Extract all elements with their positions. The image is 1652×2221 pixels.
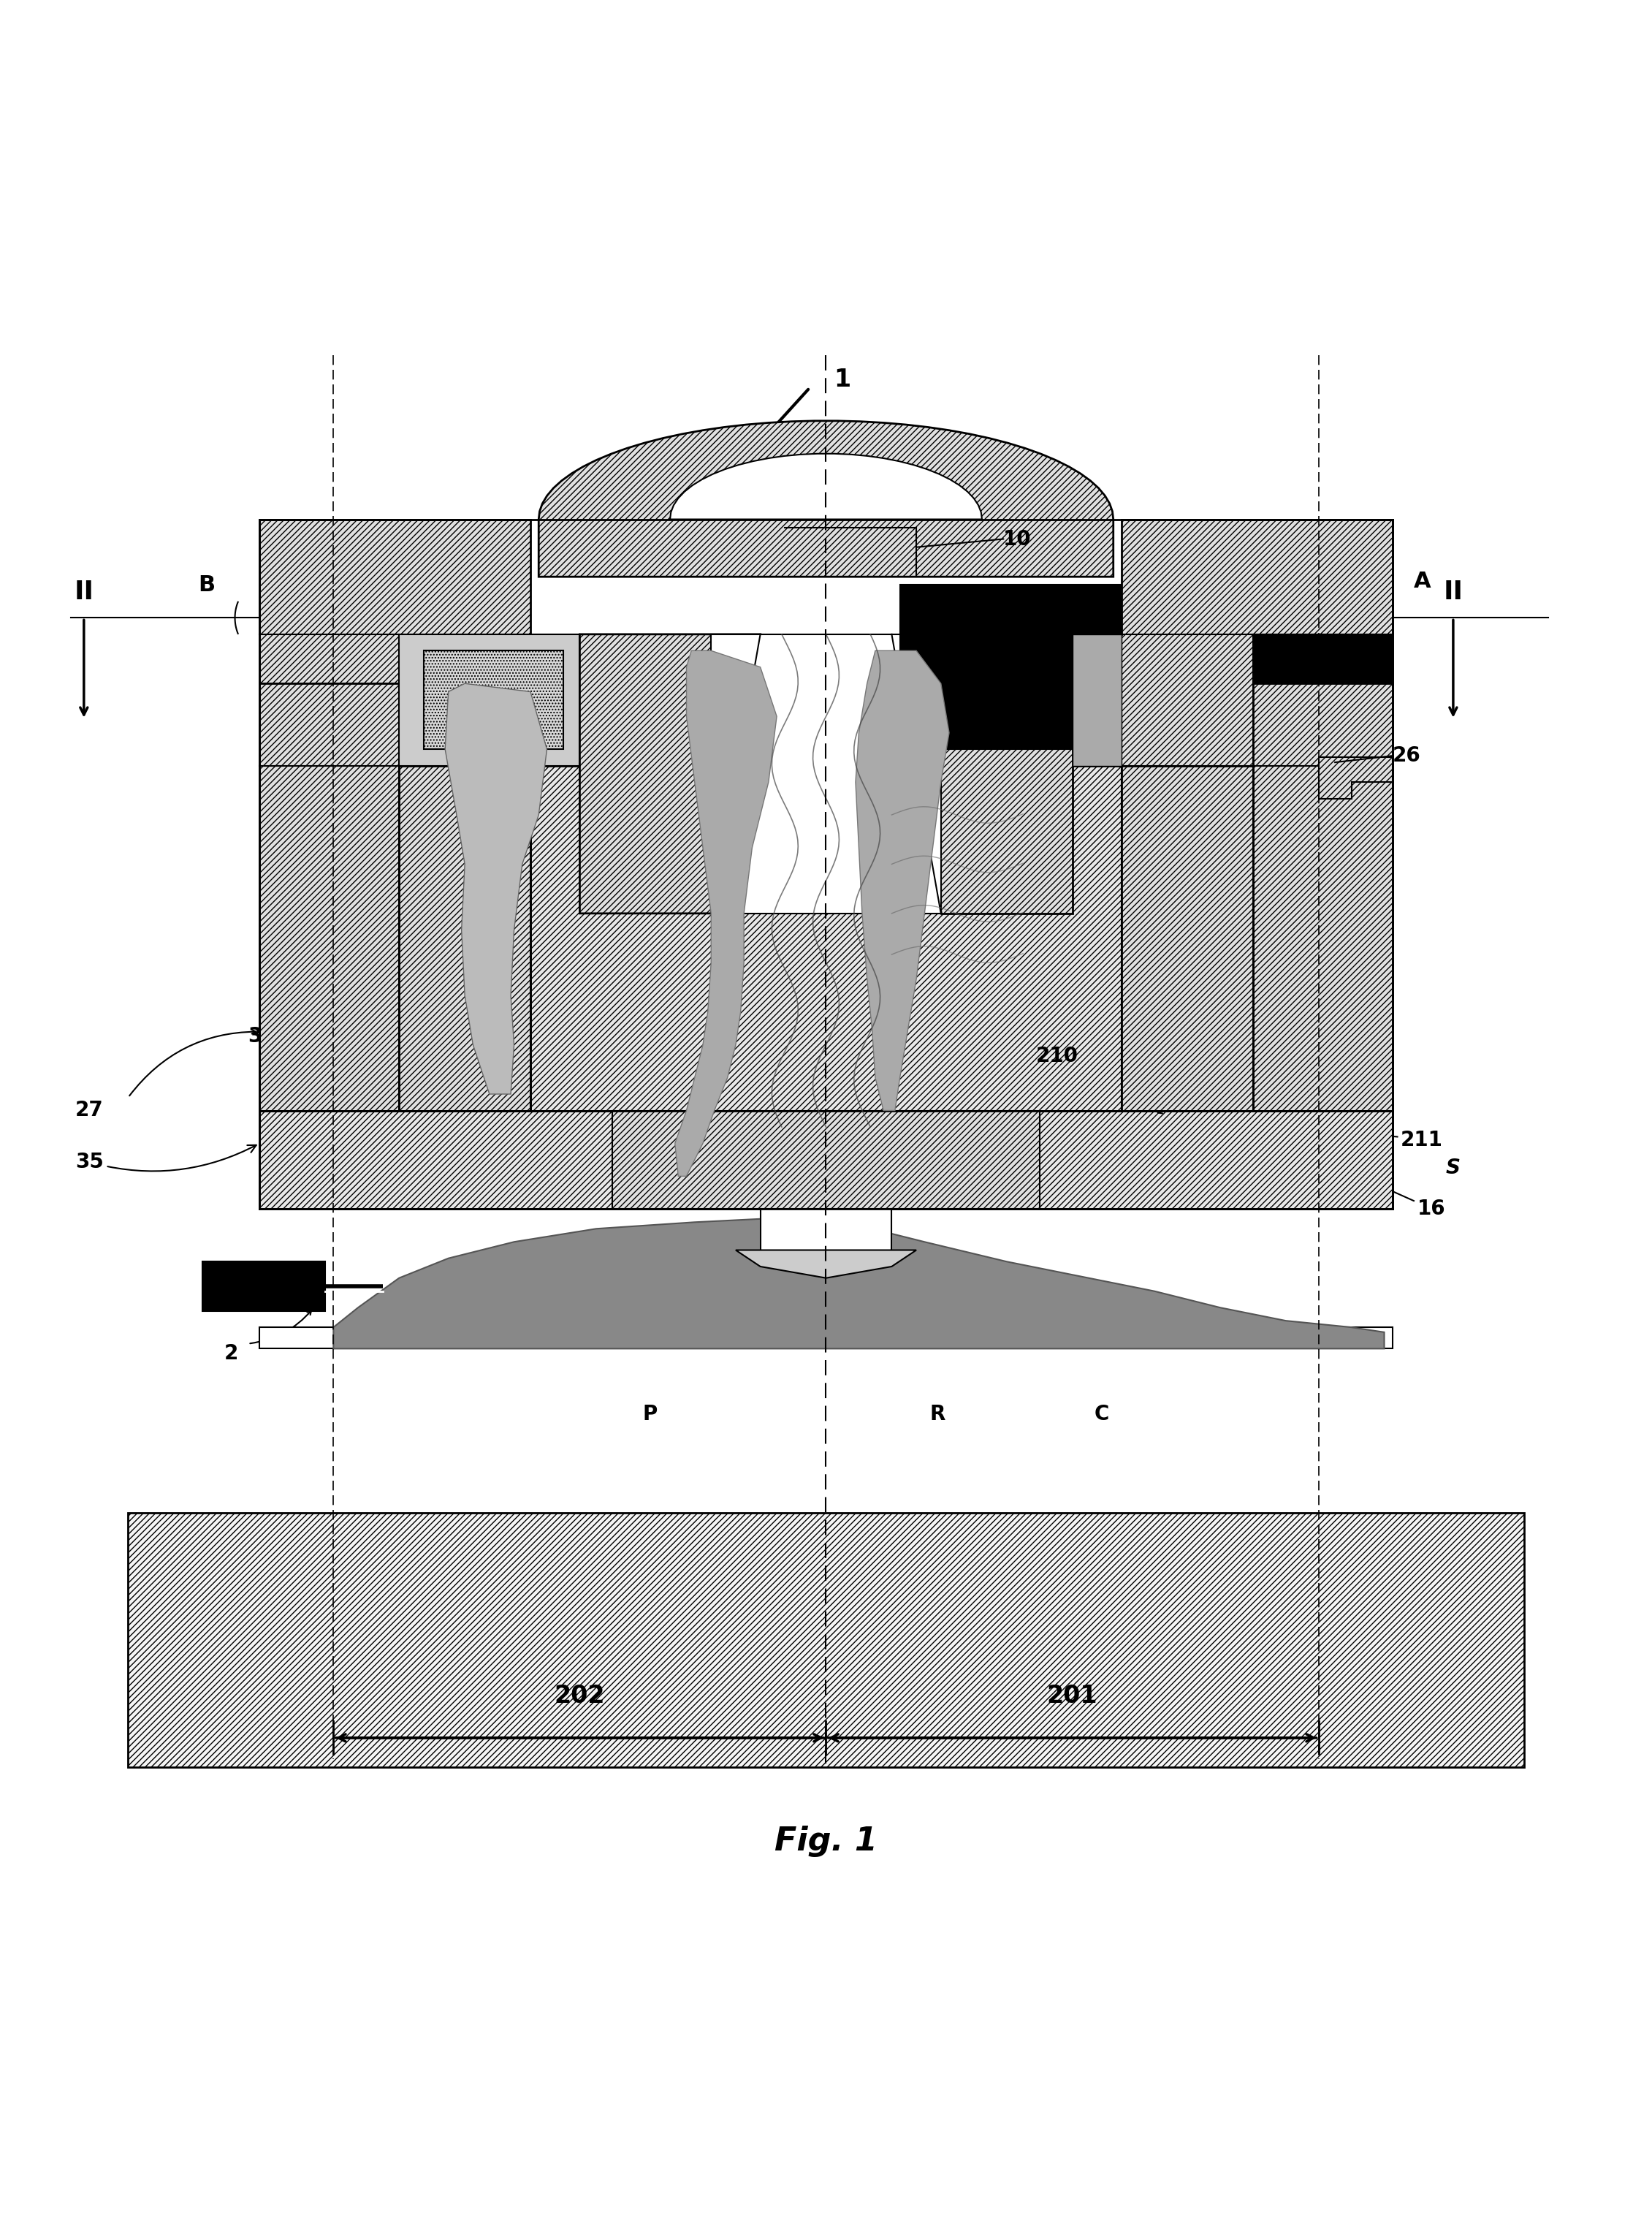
Polygon shape (259, 1328, 1393, 1348)
Polygon shape (400, 635, 580, 766)
Text: 37: 37 (248, 1026, 276, 1046)
Text: 202: 202 (555, 1684, 605, 1708)
Text: B: B (198, 575, 215, 595)
Polygon shape (735, 1250, 917, 1277)
Polygon shape (129, 1513, 1523, 1768)
Text: 211: 211 (1401, 1130, 1442, 1150)
Polygon shape (1072, 635, 1122, 766)
Polygon shape (530, 635, 1122, 1110)
Polygon shape (760, 1208, 892, 1250)
Text: 2: 2 (225, 1344, 238, 1364)
Text: 16: 16 (1417, 1199, 1446, 1219)
Polygon shape (259, 520, 580, 766)
Text: P: P (643, 1404, 657, 1424)
Text: 110: 110 (291, 973, 334, 993)
Text: 1: 1 (834, 369, 851, 391)
Polygon shape (676, 651, 776, 1177)
Polygon shape (563, 1308, 1089, 1328)
Polygon shape (671, 453, 981, 520)
Polygon shape (1252, 684, 1393, 1110)
Text: A: A (1414, 571, 1431, 593)
Text: II: II (74, 580, 94, 604)
Polygon shape (1318, 757, 1393, 800)
Polygon shape (539, 420, 1113, 577)
Polygon shape (334, 1217, 1384, 1348)
Text: 201: 201 (1047, 1684, 1097, 1708)
Polygon shape (425, 651, 563, 748)
Text: 27: 27 (76, 1099, 104, 1122)
Text: 35: 35 (76, 1146, 256, 1173)
Polygon shape (892, 635, 1072, 913)
Text: 26: 26 (1393, 746, 1421, 766)
Polygon shape (1122, 766, 1252, 1110)
Polygon shape (259, 1110, 1393, 1208)
Text: 11: 11 (1143, 904, 1171, 924)
Polygon shape (1252, 635, 1393, 684)
Polygon shape (613, 1110, 1039, 1259)
Text: 10: 10 (1003, 529, 1031, 549)
Text: C: C (1094, 1404, 1108, 1424)
Polygon shape (444, 684, 547, 1095)
Polygon shape (900, 584, 1122, 748)
Text: 205: 205 (1232, 1077, 1275, 1097)
Polygon shape (856, 651, 950, 1110)
Text: II: II (1444, 580, 1464, 604)
Text: R: R (930, 1404, 945, 1424)
Text: Fig. 1: Fig. 1 (775, 1826, 877, 1857)
Polygon shape (400, 766, 530, 1110)
Text: 36: 36 (469, 1315, 497, 1335)
Polygon shape (202, 1262, 325, 1310)
Polygon shape (1072, 520, 1393, 766)
Polygon shape (710, 635, 942, 913)
Text: 13: 13 (1143, 953, 1171, 973)
Text: S: S (1446, 1157, 1460, 1177)
Text: 20: 20 (1232, 1002, 1262, 1022)
Polygon shape (259, 684, 400, 1110)
Text: 14: 14 (289, 939, 317, 959)
Text: 210: 210 (1036, 1046, 1079, 1066)
Polygon shape (580, 635, 760, 913)
